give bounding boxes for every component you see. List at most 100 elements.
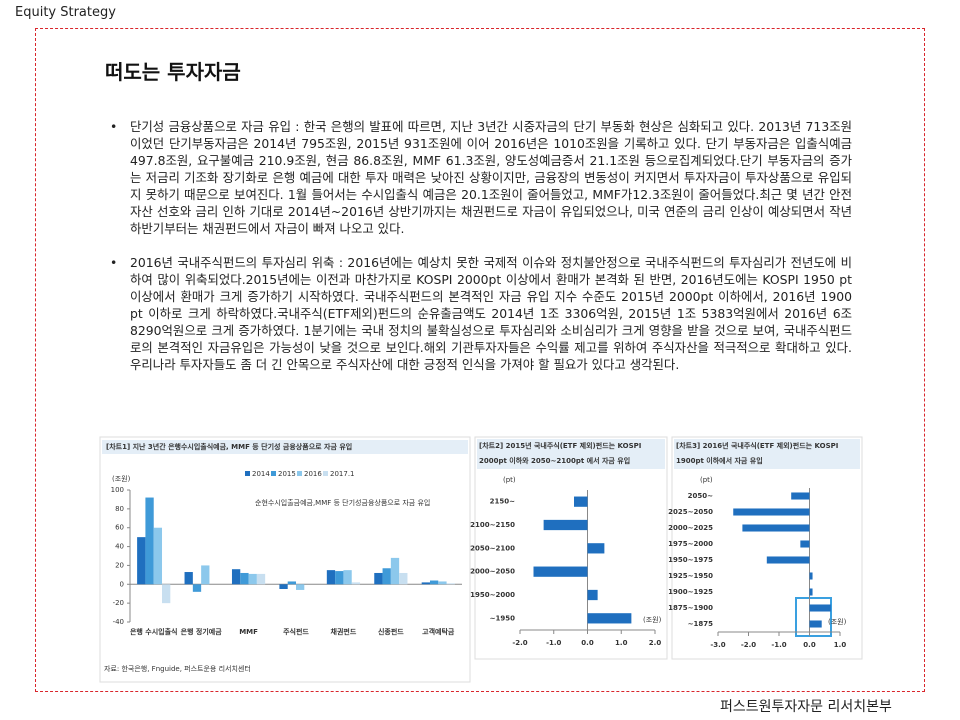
y-tick-label: -20 [113, 599, 124, 607]
bar [248, 573, 257, 585]
y-axis-label: (pt) [503, 476, 516, 484]
y-tick-label: 2000~2025 [668, 524, 713, 532]
footer: 퍼스트원투자자문 리서치본부 [720, 699, 892, 715]
y-tick-label: 2150~ [490, 498, 515, 506]
legend-label: 2016 [304, 470, 322, 478]
legend-swatch [297, 471, 302, 476]
y-tick-label: 40 [115, 543, 124, 551]
bar [279, 584, 288, 589]
y-tick-label: -40 [113, 618, 124, 626]
x-tick-label: 은행 수시입출식 [130, 627, 178, 636]
x-tick-label: 0.0 [581, 639, 594, 647]
y-tick-label: 1900~1925 [668, 588, 713, 596]
highlight-box [795, 597, 832, 637]
bar [587, 589, 598, 601]
bar [390, 557, 400, 585]
chart-panel [671, 436, 863, 660]
bar [809, 604, 831, 612]
bar [809, 620, 822, 628]
x-tick-label: 은행 정기예금 [181, 627, 223, 636]
y-tick-label: 2100~2150 [470, 521, 515, 529]
y-tick-label: 1950~1975 [668, 556, 713, 564]
bar [809, 588, 813, 596]
y-tick-label: 100 [111, 486, 124, 494]
x-tick-label: -2.0 [512, 639, 527, 647]
y-tick-label: 60 [115, 524, 124, 532]
chart-title: [차트3] 2016년 국내주식(ETF 제외)펀드는 KOSPI 1900pt… [676, 442, 839, 465]
bar [382, 568, 391, 585]
source: 자료: 한국은행, Fnguide, 퍼스트운용 리서치센터 [104, 664, 251, 673]
x-tick-label: 0.0 [803, 641, 816, 649]
y-axis-label: (조원) [112, 474, 131, 483]
legend-swatch [323, 471, 328, 476]
y-tick-label: 80 [115, 505, 124, 513]
bar [742, 524, 810, 532]
y-tick-label: 1975~2000 [668, 540, 713, 548]
x-tick-label: 채권펀드 [331, 627, 357, 636]
legend-swatch [245, 471, 250, 476]
annotation: 순현수시입출금예금,MMF 등 단기성금융상품으로 자금 유입 [255, 498, 430, 507]
bar [587, 613, 632, 624]
x-tick-label: MMF [239, 628, 258, 636]
paragraph: 단기성 금융상품으로 자금 유입 : 한국 은행의 발표에 따르면, 지난 3년… [110, 118, 852, 237]
x-tick-label: -1.0 [771, 641, 786, 649]
y-tick-label: 2050~2100 [470, 544, 515, 552]
title-bar [674, 439, 860, 469]
x-axis-label: (조원) [828, 617, 847, 626]
bar [374, 572, 383, 585]
chart-panel [474, 436, 668, 660]
bar [137, 537, 146, 585]
x-tick-label: 신종펀드 [378, 627, 404, 636]
bar [574, 496, 588, 507]
bar [296, 584, 305, 590]
x-tick-label: 2.0 [649, 639, 662, 647]
x-tick-label: 고객예탁금 [422, 627, 455, 636]
y-tick-label: 1950~2000 [470, 591, 515, 599]
bar [446, 583, 455, 585]
legend-label: 2017.1 [330, 470, 355, 478]
bar [809, 572, 813, 580]
bar [438, 581, 447, 585]
bar [421, 582, 430, 585]
bar [192, 584, 202, 592]
x-tick-label: -1.0 [546, 639, 561, 647]
bar [153, 527, 163, 585]
bar [240, 572, 249, 585]
chart-title-box: [차트3] 2016년 국내주식(ETF 제외)펀드는 KOSPI 1900pt… [676, 442, 839, 465]
y-tick-label: ~1875 [688, 620, 713, 628]
body-text: 단기성 금융상품으로 자금 유입 : 한국 은행의 발표에 따르면, 지난 3년… [110, 118, 852, 390]
x-tick-label: -3.0 [710, 641, 725, 649]
bar [256, 573, 266, 585]
legend-label: 2014 [252, 470, 270, 478]
bar [184, 572, 193, 585]
x-tick-label: 1.0 [615, 639, 628, 647]
x-tick-label: -2.0 [741, 641, 756, 649]
paragraph: 2016년 국내주식펀드의 투자심리 위축 : 2016년에는 예상치 못한 국… [110, 254, 852, 373]
chart-title: [차트2] 2015년 국내주식(ETF 제외)펀드는 KOSPI 2000pt… [479, 442, 642, 465]
y-tick-label: 20 [115, 561, 124, 569]
title-bar [102, 440, 468, 454]
bar [326, 570, 336, 585]
y-tick-label: 2000~2050 [470, 568, 515, 576]
y-tick-label: 2050~ [688, 492, 713, 500]
page-title: 떠도는 투자자금 [105, 60, 241, 84]
x-tick-label: 1.0 [834, 641, 847, 649]
bar [162, 584, 171, 604]
bar [145, 497, 154, 585]
bar [231, 569, 241, 585]
section-header: Equity Strategy [15, 5, 116, 20]
y-tick-label: 1875~1900 [668, 604, 713, 612]
bar [766, 556, 810, 564]
title-bar [477, 439, 665, 469]
x-tick-label: 주식펀드 [283, 627, 309, 636]
bar [587, 543, 605, 554]
bar [343, 570, 352, 585]
bar [533, 566, 588, 577]
bar [287, 581, 296, 585]
chart-panel [99, 436, 471, 683]
y-tick-label: 0 [120, 580, 124, 588]
legend-label: 2015 [278, 470, 296, 478]
y-tick-label: 1925~1950 [668, 572, 713, 580]
y-axis-label: (pt) [700, 476, 713, 484]
